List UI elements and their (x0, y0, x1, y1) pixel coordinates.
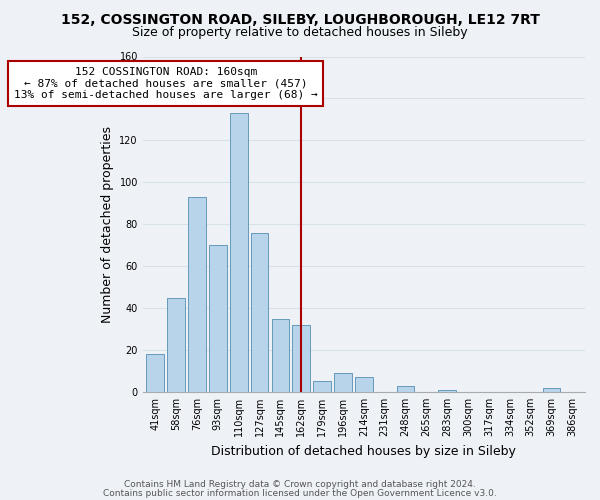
Text: Contains HM Land Registry data © Crown copyright and database right 2024.: Contains HM Land Registry data © Crown c… (124, 480, 476, 489)
Bar (439, 390, 456, 392)
Bar (251, 232, 268, 392)
Bar (313, 382, 331, 392)
Bar (334, 373, 352, 392)
Bar (397, 386, 415, 392)
Bar (272, 318, 289, 392)
X-axis label: Distribution of detached houses by size in Sileby: Distribution of detached houses by size … (211, 444, 517, 458)
Text: Contains public sector information licensed under the Open Government Licence v3: Contains public sector information licen… (103, 488, 497, 498)
Text: Size of property relative to detached houses in Sileby: Size of property relative to detached ho… (132, 26, 468, 39)
Bar (543, 388, 560, 392)
Bar (167, 298, 185, 392)
Bar (209, 245, 227, 392)
Bar (146, 354, 164, 392)
Text: 152 COSSINGTON ROAD: 160sqm
← 87% of detached houses are smaller (457)
13% of se: 152 COSSINGTON ROAD: 160sqm ← 87% of det… (14, 67, 317, 100)
Bar (230, 113, 248, 392)
Bar (355, 378, 373, 392)
Text: 152, COSSINGTON ROAD, SILEBY, LOUGHBOROUGH, LE12 7RT: 152, COSSINGTON ROAD, SILEBY, LOUGHBOROU… (61, 12, 539, 26)
Bar (188, 197, 206, 392)
Bar (292, 325, 310, 392)
Y-axis label: Number of detached properties: Number of detached properties (101, 126, 114, 322)
